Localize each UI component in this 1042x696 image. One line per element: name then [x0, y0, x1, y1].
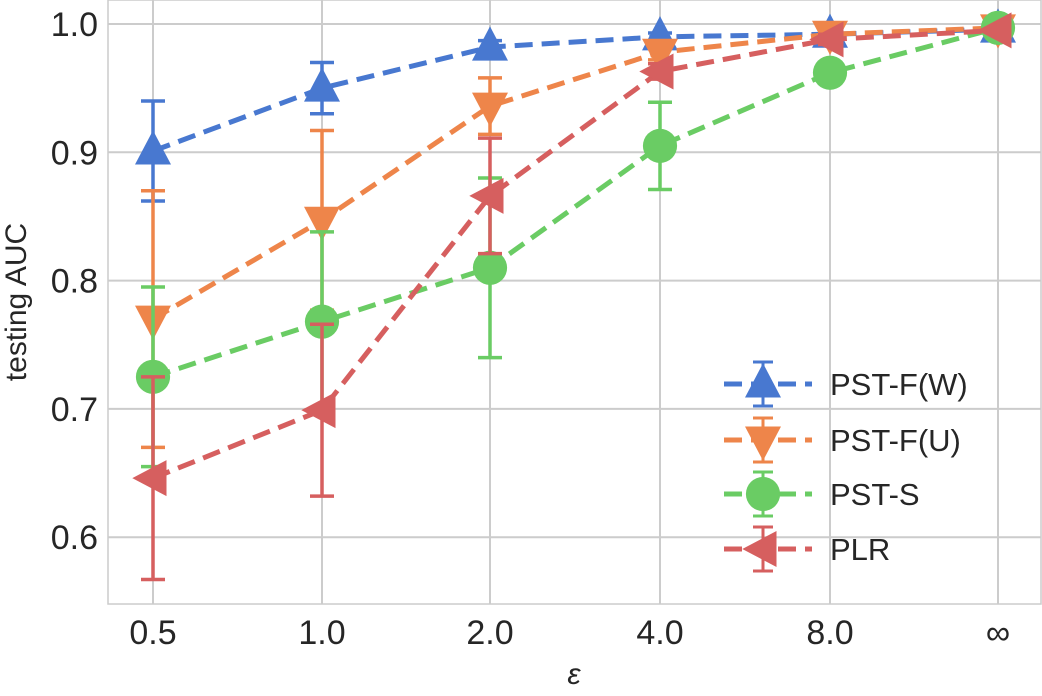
data-point: [301, 392, 336, 429]
series-line: [151, 25, 999, 322]
series-line: [152, 25, 999, 380]
x-tick-label: 2.0: [466, 614, 513, 652]
plot-frame: [107, 0, 1042, 605]
data-point: [304, 206, 340, 241]
data-point: [472, 26, 508, 61]
series-line: [152, 27, 999, 481]
legend-marker: [745, 363, 781, 398]
data-point: [472, 250, 508, 285]
data-point: [472, 92, 508, 127]
x-tick-label: 0.5: [129, 614, 176, 652]
y-tick-label: 0.8: [51, 263, 98, 301]
y-tick-label: 0.9: [51, 134, 98, 172]
series-plr: [132, 12, 1012, 582]
x-tick-label: ∞: [986, 614, 1010, 652]
legend-item: PST-F(U): [724, 416, 961, 464]
legend-label: PST-F(U): [830, 423, 961, 458]
series-line: [152, 26, 999, 154]
data-point: [304, 67, 340, 102]
y-tick-label: 0.7: [51, 391, 98, 429]
data-point: [135, 130, 171, 165]
legend: PST-F(W) PST-F(U) PST-S PLR: [724, 360, 968, 573]
x-tick-label: 1.0: [298, 614, 345, 652]
data-point: [642, 38, 678, 73]
data-point: [642, 128, 678, 163]
legend-item: PST-S: [724, 470, 920, 518]
grid: [108, 0, 1041, 604]
legend-item: PLR: [724, 525, 890, 573]
y-axis-label: testing AUC: [0, 223, 33, 381]
legend-item: PST-F(W): [724, 360, 968, 408]
legend-label: PLR: [830, 532, 890, 567]
legend-label: PST-S: [830, 477, 920, 512]
data-point: [469, 177, 504, 214]
x-tick-labels: 0.5 1.0 2.0 4.0 8.0 ∞: [129, 614, 1010, 652]
series-group: [132, 8, 1016, 582]
data-point: [977, 12, 1012, 49]
x-tick-label: 8.0: [806, 614, 853, 652]
y-tick-label: 1.0: [51, 6, 98, 44]
legend-marker: [745, 476, 781, 512]
x-axis-label: ε: [567, 658, 581, 691]
data-point: [812, 55, 848, 90]
y-tick-label: 0.6: [51, 519, 98, 557]
legend-label: PST-F(W): [830, 367, 968, 402]
data-point: [304, 304, 340, 339]
data-point: [132, 460, 167, 497]
data-point: [809, 21, 844, 58]
y-tick-labels: 0.6 0.7 0.8 0.9 1.0: [51, 6, 98, 557]
legend-marker: [742, 531, 777, 567]
legend-marker: [745, 426, 781, 461]
x-tick-label: 4.0: [636, 614, 683, 652]
data-point: [639, 53, 674, 90]
